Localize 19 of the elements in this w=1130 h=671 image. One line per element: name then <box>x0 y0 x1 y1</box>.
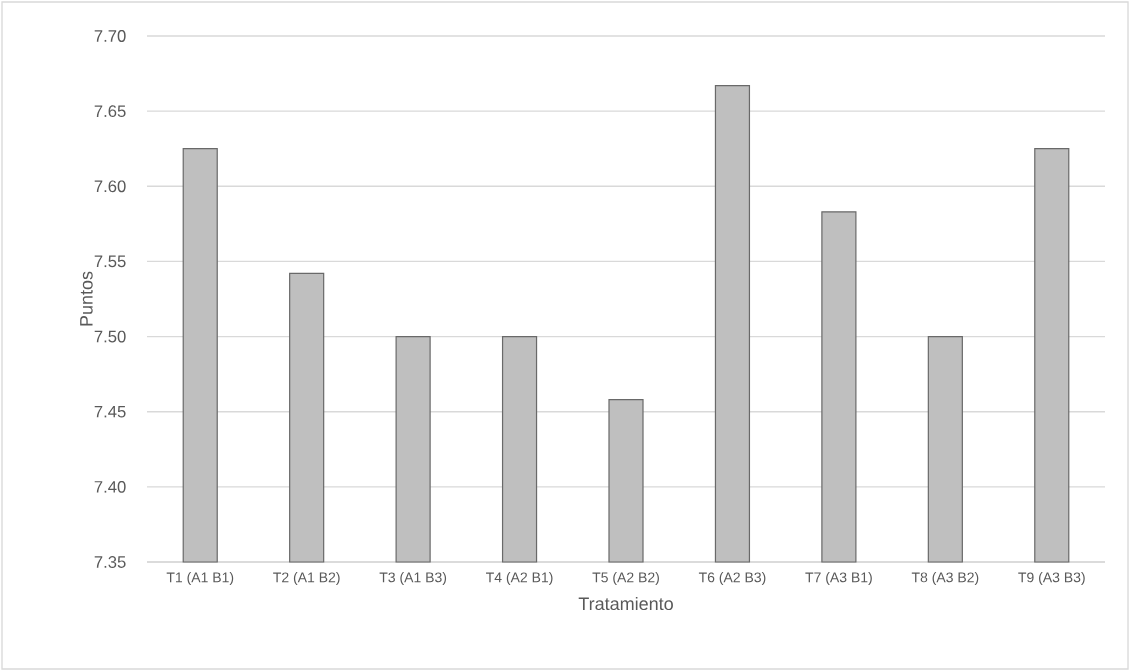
y-tick-label: 7.40 <box>94 480 126 493</box>
x-tick-label: T9 (A3 B3) <box>1018 572 1085 586</box>
y-tick-label: 7.55 <box>94 255 126 268</box>
y-tick-label: 7.65 <box>94 105 126 118</box>
y-tick-label: 7.35 <box>94 556 126 568</box>
x-tick-label: T5 (A2 B2) <box>592 572 659 586</box>
y-tick-label: 7.60 <box>94 180 126 193</box>
y-axis-title: Puntos <box>80 271 93 326</box>
x-tick-label: T7 (A3 B1) <box>805 572 872 586</box>
y-tick-label: 7.70 <box>94 30 126 42</box>
y-tick-label: 7.50 <box>94 330 126 343</box>
x-tick-label: T1 (A1 B1) <box>166 572 234 586</box>
x-tick-label: T2 (A1 B2) <box>273 572 340 586</box>
x-tick-label: T4 (A2 B1) <box>486 572 553 586</box>
x-tick-label: T8 (A3 B2) <box>911 572 979 586</box>
x-axis-title: Tratamiento <box>578 596 673 611</box>
x-tick-label: T6 (A2 B3) <box>698 572 766 586</box>
x-tick-label: T3 (A1 B3) <box>379 572 447 586</box>
y-tick-label: 7.45 <box>94 405 126 418</box>
